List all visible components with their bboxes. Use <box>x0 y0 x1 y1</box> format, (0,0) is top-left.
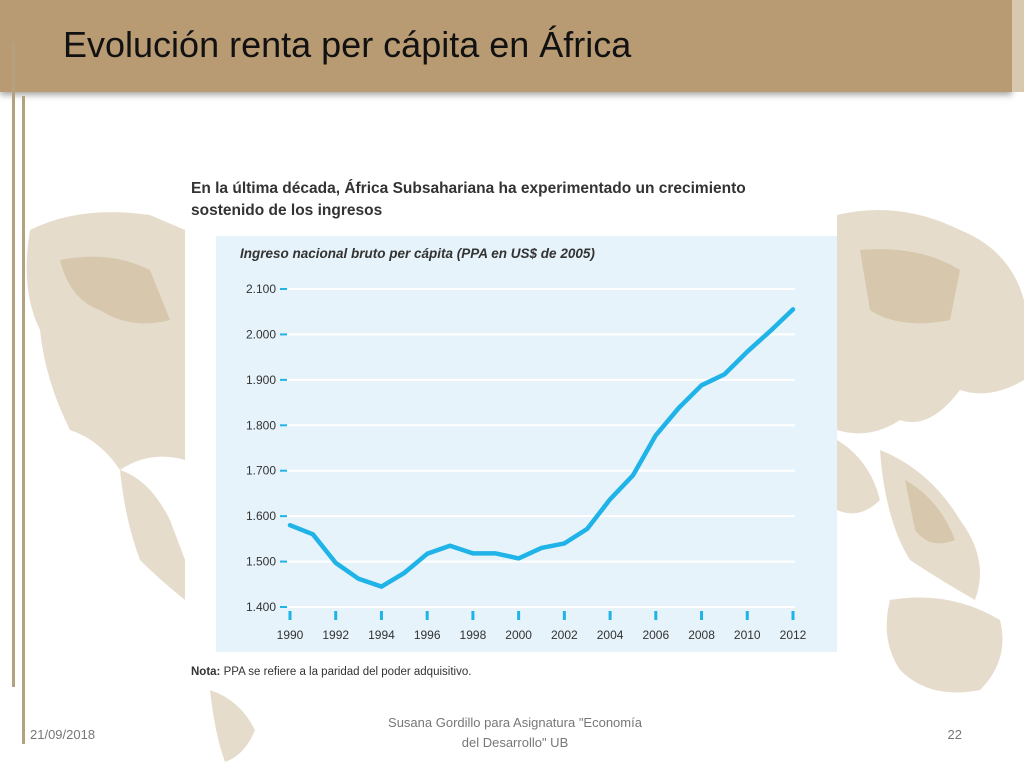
page-number: 22 <box>947 727 962 742</box>
y-tick-label: 1.600 <box>246 509 276 523</box>
y-tick-label: 2.100 <box>246 282 276 296</box>
slide-title: Evolución renta per cápita en África <box>63 24 632 65</box>
footer-author: Susana Gordillo para Asignatura "Economí… <box>350 713 680 753</box>
x-tick-label: 1990 <box>277 628 304 642</box>
x-tick-label: 1992 <box>322 628 349 642</box>
decorative-line-outer <box>12 42 15 687</box>
chart-title: Ingreso nacional bruto per cápita (PPA e… <box>240 246 595 261</box>
x-tick-label: 1994 <box>368 628 395 642</box>
note-text: PPA se refiere a la paridad del poder ad… <box>223 666 472 678</box>
series-line <box>287 307 796 589</box>
figure-headline: En la última década, África Subsahariana… <box>191 180 746 219</box>
decorative-line-inner <box>22 96 25 744</box>
x-tick-label: 2008 <box>688 628 715 642</box>
y-tick-label: 1.400 <box>246 600 276 614</box>
note-label: Nota: <box>191 666 221 678</box>
y-tick-label: 1.800 <box>246 418 276 432</box>
x-tick-label: 1998 <box>460 628 487 642</box>
title-bar-shade <box>1012 0 1024 92</box>
x-tick-label: 2010 <box>734 628 761 642</box>
chart-figure: En la última década, África Subsahariana… <box>185 164 837 688</box>
y-tick-label: 1.700 <box>246 464 276 478</box>
y-tick-label: 1.900 <box>246 373 276 387</box>
x-tick-label: 2012 <box>780 628 807 642</box>
chart-panel: Ingreso nacional bruto per cápita (PPA e… <box>216 236 837 652</box>
line-chart: 1.400 1.500 1.600 1.700 1.800 1.900 2.000 2.100… <box>246 282 807 642</box>
x-tick-label: 1996 <box>414 628 441 642</box>
title-bar <box>0 0 1012 92</box>
x-tick-label: 2006 <box>642 628 669 642</box>
x-tick-label: 2004 <box>597 628 624 642</box>
x-tick-label: 2000 <box>505 628 532 642</box>
figure-note: Nota: PPA se refiere a la paridad del po… <box>191 666 471 678</box>
footer-author-line-2: del Desarrollo" UB <box>461 735 569 750</box>
footer-date: 21/09/2018 <box>30 727 96 742</box>
footer-author-line-1: Susana Gordillo para Asignatura "Economí… <box>388 715 642 730</box>
x-tick-label: 2002 <box>551 628 578 642</box>
y-tick-label: 1.500 <box>246 555 276 569</box>
y-tick-label: 2.000 <box>246 327 276 341</box>
